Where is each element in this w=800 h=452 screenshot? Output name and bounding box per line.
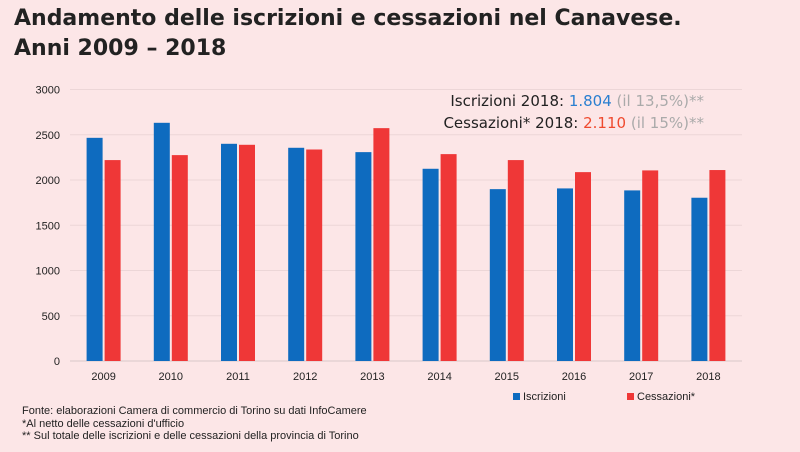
cess-value: 2.110 xyxy=(583,114,627,132)
y-tick-label: 1500 xyxy=(36,220,60,232)
bar-cessazioni xyxy=(104,160,121,361)
bar-cessazioni xyxy=(306,149,323,361)
iscr-value: 1.804 xyxy=(568,92,612,110)
footnotes: Fonte: elaborazioni Camera di commercio … xyxy=(22,405,367,443)
x-tick-label: 2014 xyxy=(427,371,451,383)
x-tick-label: 2012 xyxy=(293,371,317,383)
bar-cessazioni xyxy=(373,128,390,361)
legend-label: Cessazioni* xyxy=(637,391,696,403)
x-tick-label: 2017 xyxy=(629,371,653,383)
bar-cessazioni xyxy=(642,170,659,361)
bar-cessazioni xyxy=(239,144,255,361)
bar-iscrizioni xyxy=(221,143,237,361)
bar-cessazioni xyxy=(709,170,726,361)
iscr-label: Iscrizioni 2018: xyxy=(450,92,569,110)
footnote-source: Fonte: elaborazioni Camera di commercio … xyxy=(22,405,367,417)
annotation-iscrizioni: Iscrizioni 2018: 1.804 (il 13,5%)** xyxy=(450,92,704,110)
bar-iscrizioni xyxy=(153,122,170,361)
y-tick-label: 2500 xyxy=(36,130,60,142)
y-tick-label: 3000 xyxy=(36,85,60,97)
chart-title: Andamento delle iscrizioni e cessazioni … xyxy=(14,4,682,64)
x-tick-label: 2011 xyxy=(226,371,250,383)
x-tick-label: 2018 xyxy=(696,371,720,383)
bar-cessazioni xyxy=(440,154,457,361)
x-tick-label: 2009 xyxy=(91,371,115,383)
legend-label: Iscrizioni xyxy=(523,391,566,403)
cess-pct: (il 15%)** xyxy=(626,114,704,132)
legend-swatch xyxy=(627,393,634,400)
footnote-1: *Al netto delle cessazioni d'ufficio xyxy=(22,417,185,430)
bar-iscrizioni xyxy=(557,188,573,361)
iscr-pct: (il 13,5%)** xyxy=(611,92,704,110)
legend-swatch xyxy=(513,393,520,400)
x-tick-label: 2016 xyxy=(562,371,586,383)
y-tick-label: 2000 xyxy=(36,175,60,187)
bar-cessazioni xyxy=(575,172,591,361)
bar-iscrizioni xyxy=(624,190,641,361)
bar-cessazioni xyxy=(507,160,524,361)
bar-iscrizioni xyxy=(355,152,372,361)
title-line-2: Anni 2009 – 2018 xyxy=(14,36,227,61)
y-tick-label: 0 xyxy=(54,356,60,368)
bar-iscrizioni xyxy=(489,189,506,361)
x-tick-label: 2013 xyxy=(360,371,384,383)
bar-iscrizioni xyxy=(288,147,305,361)
bar-iscrizioni xyxy=(86,137,103,361)
title-line-1: Andamento delle iscrizioni e cessazioni … xyxy=(14,6,682,31)
y-tick-label: 1000 xyxy=(36,266,60,278)
annotation-cessazioni: Cessazioni* 2018: 2.110 (il 15%)** xyxy=(443,114,704,132)
x-tick-label: 2010 xyxy=(159,371,183,383)
x-tick-label: 2015 xyxy=(495,371,519,383)
cess-label: Cessazioni* 2018: xyxy=(443,114,584,132)
bar-cessazioni xyxy=(171,155,188,361)
footnote-2: ** Sul totale delle iscrizioni e delle c… xyxy=(22,430,359,442)
bar-iscrizioni xyxy=(691,197,708,361)
y-tick-label: 500 xyxy=(42,311,60,323)
bar-iscrizioni xyxy=(422,168,439,361)
